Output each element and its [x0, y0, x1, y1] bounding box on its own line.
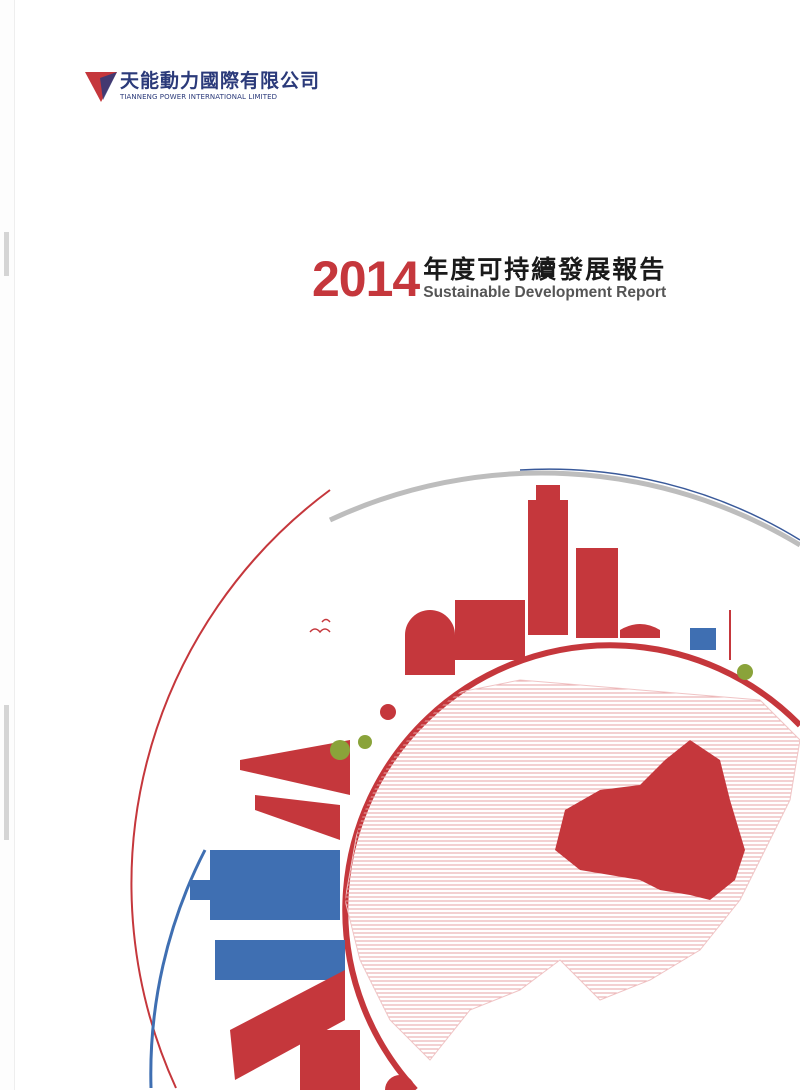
top-skyline — [380, 485, 753, 720]
red-arc — [130, 489, 331, 1089]
company-name-en: TIANNENG POWER INTERNATIONAL LIMITED — [120, 93, 278, 101]
report-title-cn: 年度可持續發展報告 — [423, 255, 667, 284]
spine-title-mark — [4, 232, 9, 276]
china-map — [555, 740, 745, 900]
birds — [309, 618, 331, 634]
gray-arc — [328, 470, 800, 548]
left-skyline — [190, 735, 415, 1090]
company-name-cn: 天能動力國際有限公司 — [120, 70, 321, 92]
blue-left-arc — [149, 849, 207, 1089]
report-title: 2014 年度可持續發展報告 Sustainable Development R… — [312, 251, 667, 307]
globe — [342, 642, 800, 1090]
book-spine — [0, 0, 15, 1090]
spine-company-mark — [4, 705, 9, 840]
company-logo: 天能動力國際有限公司 TIANNENG POWER INTERNATIONAL … — [84, 70, 320, 104]
report-title-en: Sustainable Development Report — [423, 284, 667, 301]
report-year: 2014 — [312, 251, 420, 307]
logo-v-icon — [85, 72, 117, 102]
blue-arc — [519, 468, 800, 541]
